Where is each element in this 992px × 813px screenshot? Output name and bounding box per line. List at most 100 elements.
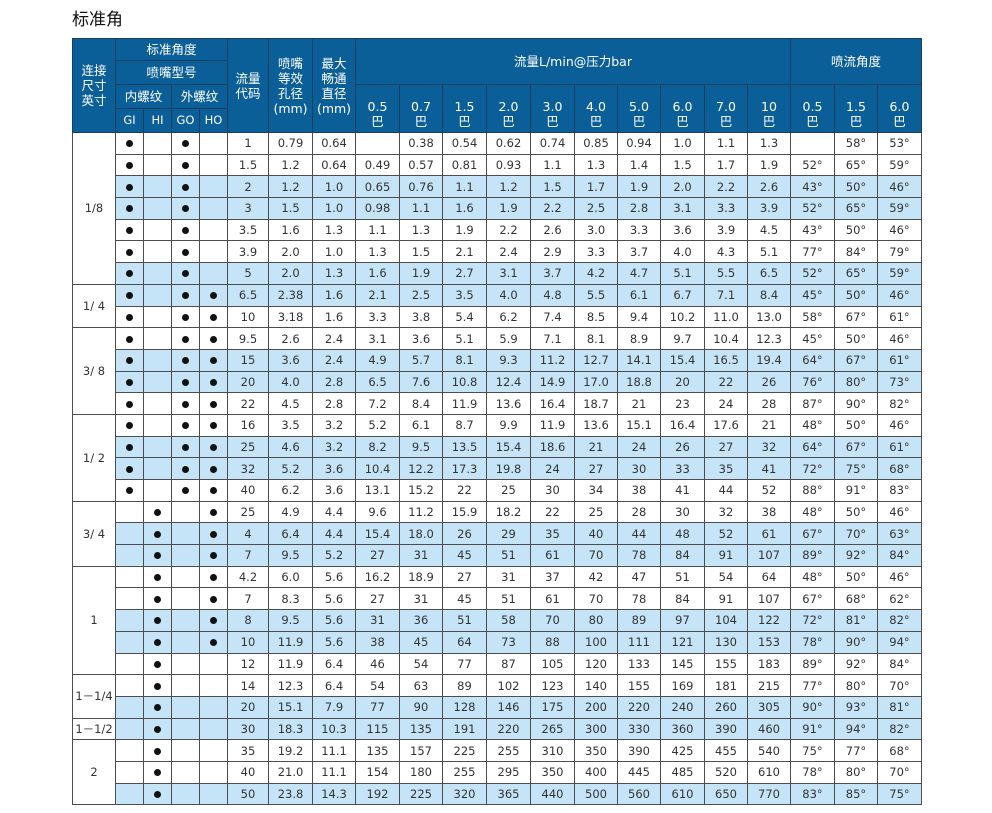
angle-cell: 82° bbox=[877, 392, 922, 415]
flow-cell: 295 bbox=[486, 760, 531, 784]
header-male-thread: 外螺纹 bbox=[171, 84, 228, 109]
flow-cell: 5.1 bbox=[747, 240, 791, 264]
angle-cell: 67° bbox=[834, 435, 878, 459]
angle-cell: 64° bbox=[790, 348, 835, 372]
flow-cell: 3.3 bbox=[355, 305, 400, 329]
pressure-unit: 巴 bbox=[849, 114, 863, 129]
passage-cell: 0.64 bbox=[312, 132, 356, 155]
type-cell-gi bbox=[115, 435, 144, 459]
flow-cell: 3.8 bbox=[399, 305, 443, 329]
flow-cell: 7.1 bbox=[530, 327, 575, 350]
available-dot-icon bbox=[210, 400, 217, 408]
flow-cell: 520 bbox=[704, 760, 748, 784]
flow-cell: 102 bbox=[486, 674, 531, 697]
type-cell-ho bbox=[199, 435, 228, 459]
flow-cell: 105 bbox=[530, 652, 575, 676]
angle-cell: 84° bbox=[877, 652, 922, 676]
flow-cell: 1.7 bbox=[574, 175, 618, 199]
flow-cell: 350 bbox=[574, 739, 618, 762]
flow-cell: 8.4 bbox=[747, 283, 791, 307]
available-dot-icon bbox=[154, 574, 161, 582]
available-dot-icon bbox=[126, 227, 133, 235]
flow-cell: 29 bbox=[486, 522, 531, 546]
flow-cell: 10.2 bbox=[660, 305, 705, 329]
type-cell-ho bbox=[199, 283, 228, 307]
type-cell-ho bbox=[199, 392, 228, 415]
available-dot-icon bbox=[126, 162, 133, 170]
angle-cell: 85° bbox=[834, 782, 878, 806]
flow-cell: 11.0 bbox=[704, 305, 748, 329]
angle-cell: 53° bbox=[877, 132, 922, 155]
passage-cell: 1.0 bbox=[312, 197, 356, 220]
flow-cell: 20 bbox=[660, 370, 705, 394]
flow-cell: 4.0 bbox=[660, 240, 705, 264]
code-cell: 22 bbox=[227, 392, 269, 415]
angle-cell: 59° bbox=[877, 262, 922, 285]
orifice-cell: 3.18 bbox=[268, 305, 313, 329]
type-cell-go bbox=[171, 218, 200, 242]
flow-cell: 2.1 bbox=[355, 283, 400, 307]
flow-cell: 4.3 bbox=[704, 240, 748, 264]
type-cell-gi bbox=[115, 197, 144, 220]
pressure-value: 0.5 bbox=[367, 99, 388, 114]
passage-cell: 0.64 bbox=[312, 153, 356, 177]
flow-cell: 1.3 bbox=[355, 240, 400, 264]
flow-cell: 73 bbox=[486, 630, 531, 654]
angle-cell: 82° bbox=[877, 609, 922, 632]
table-body: 1/8 1 0.79 0.64 0.38 0.54 0.62 0.74 0.85 0.94 1.0 1… bbox=[72, 132, 922, 806]
type-cell-hi bbox=[143, 305, 172, 329]
flow-cell: 21 bbox=[617, 392, 661, 415]
header-type-gi: GI bbox=[115, 108, 144, 133]
available-dot-icon bbox=[182, 443, 189, 451]
type-cell-ho bbox=[199, 197, 228, 220]
flow-cell: 8.9 bbox=[617, 327, 661, 350]
flow-cell: 115 bbox=[355, 717, 400, 741]
type-cell-hi bbox=[143, 283, 172, 307]
type-cell-gi bbox=[115, 565, 144, 589]
type-cell-gi bbox=[115, 348, 144, 372]
type-cell-ho bbox=[199, 782, 228, 806]
flow-cell: 11.9 bbox=[530, 413, 575, 437]
type-cell-ho bbox=[199, 717, 228, 741]
code-cell: 20 bbox=[227, 370, 269, 394]
angle-cell: 50° bbox=[834, 565, 878, 589]
orifice-cell: 9.5 bbox=[268, 544, 313, 567]
type-cell-go bbox=[171, 175, 200, 199]
passage-cell: 5.2 bbox=[312, 544, 356, 567]
flow-cell: 3.0 bbox=[574, 218, 618, 242]
type-cell-gi bbox=[115, 587, 144, 611]
pressure-value: 10 bbox=[761, 99, 777, 114]
flow-cell: 51 bbox=[442, 609, 487, 632]
orifice-cell: 1.2 bbox=[268, 153, 313, 177]
flow-cell: 5.5 bbox=[704, 262, 748, 285]
available-dot-icon bbox=[210, 378, 217, 386]
flow-cell: 11.2 bbox=[399, 500, 443, 524]
angle-cell: 83° bbox=[790, 782, 835, 806]
available-dot-icon bbox=[210, 639, 217, 647]
header-flow-pressure: 0.7 巴 bbox=[399, 84, 443, 133]
code-cell: 1.5 bbox=[227, 153, 269, 177]
code-cell: 12 bbox=[227, 652, 269, 676]
type-cell-hi bbox=[143, 392, 172, 415]
flow-cell: 18.9 bbox=[399, 565, 443, 589]
header-nozzle-type: 喷嘴型号 bbox=[115, 60, 228, 85]
passage-cell: 5.6 bbox=[312, 630, 356, 654]
flow-cell: 4.9 bbox=[355, 348, 400, 372]
type-cell-hi bbox=[143, 565, 172, 589]
flow-cell: 0.98 bbox=[355, 197, 400, 220]
flow-cell: 3.6 bbox=[399, 327, 443, 350]
type-cell-ho bbox=[199, 522, 228, 546]
code-cell: 6.5 bbox=[227, 283, 269, 307]
flow-cell: 70 bbox=[530, 609, 575, 632]
connection-size-cell: 1/ 2 bbox=[72, 413, 116, 502]
type-cell-ho bbox=[199, 652, 228, 676]
angle-cell: 76° bbox=[790, 370, 835, 394]
flow-cell: 12.2 bbox=[399, 457, 443, 480]
available-dot-icon bbox=[154, 617, 161, 625]
angle-cell: 82° bbox=[877, 717, 922, 741]
flow-cell: 0.85 bbox=[574, 132, 618, 155]
flow-cell: 4.5 bbox=[747, 218, 791, 242]
type-cell-go bbox=[171, 587, 200, 611]
pressure-unit: 巴 bbox=[762, 114, 776, 129]
available-dot-icon bbox=[210, 335, 217, 343]
